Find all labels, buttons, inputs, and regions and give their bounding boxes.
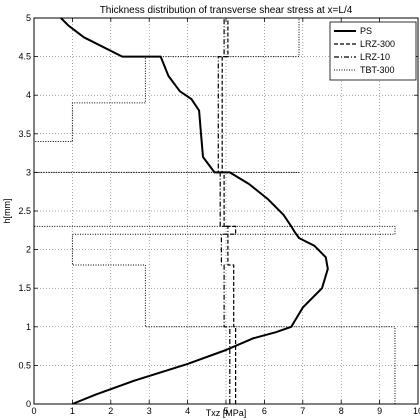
x-tick-label: 9 — [377, 406, 382, 416]
x-tick-label: 0 — [31, 406, 36, 416]
x-axis-label: Txz [MPa] — [206, 408, 247, 418]
y-tick-label: 0 — [26, 399, 31, 409]
y-tick-label: 5 — [26, 13, 31, 23]
y-tick-label: 2 — [26, 245, 31, 255]
legend-label: TBT-300 — [360, 65, 395, 75]
y-tick-label: 1 — [26, 322, 31, 332]
x-tick-label: 2 — [108, 406, 113, 416]
y-axis-label: h[mm] — [2, 198, 12, 223]
y-tick-label: 4.5 — [18, 52, 31, 62]
x-tick-label: 6 — [262, 406, 267, 416]
series-line-ps — [60, 17, 329, 405]
legend: PS LRZ-300 LRZ-10 TBT-300 — [329, 21, 417, 81]
x-tick-label: 5 — [223, 406, 228, 416]
legend-label: LRZ-300 — [360, 39, 395, 49]
x-tick-label: 1 — [70, 406, 75, 416]
x-tick-label: 10 — [413, 406, 420, 416]
y-tick-label: 1.5 — [18, 283, 31, 293]
y-tick-label: 3 — [26, 167, 31, 177]
x-tick-label: 3 — [147, 406, 152, 416]
x-tick-label: 8 — [339, 406, 344, 416]
y-tick-label: 0.5 — [18, 360, 31, 370]
y-tick-label: 2.5 — [18, 206, 31, 216]
y-tick-label: 4 — [26, 90, 31, 100]
x-tick-label: 7 — [300, 406, 305, 416]
ticks: 0 1 2 3 4 5 6 7 8 9 10 0 0.5 1 1.5 2 2.5 3 3.5 4 4.5 5 — [18, 13, 420, 416]
chart-title: Thickness distribution of transverse she… — [100, 5, 353, 16]
legend-label: LRZ-10 — [360, 52, 390, 62]
series-line-lrz-300 — [221, 18, 237, 404]
series-line-lrz-10 — [217, 18, 231, 404]
legend-label: PS — [360, 26, 372, 36]
y-tick-label: 3.5 — [18, 129, 31, 139]
x-tick-label: 4 — [185, 406, 190, 416]
